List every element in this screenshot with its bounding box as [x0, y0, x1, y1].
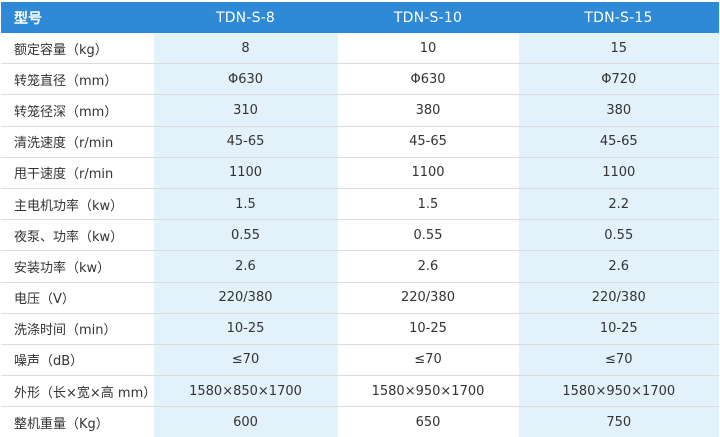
- cell-value: 1580×950×1700: [337, 375, 518, 408]
- cell-value: 1100: [152, 157, 338, 189]
- row-label: 转笼径深（mm）: [1, 94, 153, 127]
- cell-value: 45-65: [152, 126, 338, 158]
- cell-value: 1100: [337, 157, 518, 189]
- cell-value: 2.6: [517, 250, 719, 283]
- cell-value: 380: [517, 94, 719, 127]
- cell-value: ≤70: [517, 344, 719, 377]
- table-row: 转笼径深（mm） 310 380 380: [1, 94, 719, 127]
- table-row: 噪声（dB） ≤70 ≤70 ≤70: [1, 344, 719, 377]
- cell-value: 8: [152, 33, 338, 65]
- header-model-3: TDN-S-15: [518, 2, 719, 33]
- cell-value: 380: [337, 94, 518, 127]
- table-row: 安装功率（kw） 2.6 2.6 2.6: [1, 250, 719, 283]
- cell-value: ≤70: [337, 344, 518, 377]
- cell-value: 2.2: [517, 188, 719, 221]
- row-label: 洗涤时间（min）: [1, 313, 153, 345]
- row-label: 转笼直径（mm）: [1, 63, 153, 96]
- cell-value: 1.5: [337, 188, 518, 221]
- cell-value: 0.55: [152, 219, 338, 252]
- row-label: 安装功率（kw）: [1, 250, 153, 283]
- cell-value: 2.6: [152, 250, 338, 283]
- table-row: 电压（V） 220/380 220/380 220/380: [1, 282, 719, 314]
- row-label: 电压（V）: [1, 282, 153, 314]
- cell-value: 45-65: [517, 126, 719, 158]
- cell-value: 310: [152, 94, 338, 127]
- row-label: 额定容量（kg）: [1, 33, 153, 65]
- row-label: 外形（长×宽×高 mm）: [1, 375, 153, 408]
- cell-value: 10-25: [337, 313, 518, 345]
- cell-value: Φ720: [517, 63, 719, 96]
- cell-value: 0.55: [337, 219, 518, 252]
- cell-value: 15: [517, 33, 719, 65]
- cell-value: 1580×850×1700: [152, 375, 338, 408]
- header-model-1: TDN-S-8: [153, 2, 338, 33]
- header-label: 型号: [1, 2, 153, 33]
- table-row: 整机重量（Kg） 600 650 750: [1, 406, 719, 437]
- cell-value: 1.5: [152, 188, 338, 221]
- row-label: 夜泵、功率（kw）: [1, 219, 153, 252]
- cell-value: Φ630: [152, 63, 338, 96]
- table-row: 主电机功率（kw） 1.5 1.5 2.2: [1, 188, 719, 221]
- cell-value: 220/380: [337, 282, 518, 314]
- cell-value: 650: [337, 406, 518, 437]
- cell-value: 10: [337, 33, 518, 65]
- table-row: 洗涤时间（min） 10-25 10-25 10-25: [1, 313, 719, 345]
- row-label: 甩干速度（r/min: [1, 157, 153, 189]
- table-row: 清洗速度（r/min 45-65 45-65 45-65: [1, 126, 719, 158]
- cell-value: 750: [517, 406, 719, 437]
- cell-value: Φ630: [337, 63, 518, 96]
- cell-value: 10-25: [517, 313, 719, 345]
- header-model-2: TDN-S-10: [338, 2, 518, 33]
- row-label: 整机重量（Kg）: [14, 416, 109, 432]
- row-label: 噪声（dB）: [1, 344, 153, 377]
- table-row: 额定容量（kg） 8 10 15: [1, 33, 719, 65]
- cell-value: 10-25: [152, 313, 338, 345]
- table-row: 转笼直径（mm） Φ630 Φ630 Φ720: [1, 63, 719, 96]
- header-row: 型号 TDN-S-8 TDN-S-10 TDN-S-15: [1, 2, 719, 33]
- cell-value: 45-65: [337, 126, 518, 158]
- cell-value: 2.6: [337, 250, 518, 283]
- cell-value: 1580×950×1700: [517, 375, 719, 408]
- cell-value: 600: [152, 406, 338, 437]
- row-label: 清洗速度（r/min: [1, 126, 153, 158]
- spec-body: 额定容量（kg） 8 10 15 转笼直径（mm） Φ630 Φ630 Φ720 转笼径深（mm…: [1, 33, 719, 437]
- row-label: 主电机功率（kw）: [1, 188, 153, 221]
- cell-value: 0.55: [517, 219, 719, 252]
- cell-value: ≤70: [152, 344, 338, 377]
- cell-value: 220/380: [517, 282, 719, 314]
- table-row: 甩干速度（r/min 1100 1100 1100: [1, 157, 719, 189]
- cell-value: 1100: [517, 157, 719, 189]
- table-row: 夜泵、功率（kw） 0.55 0.55 0.55: [1, 219, 719, 252]
- table-row: 外形（长×宽×高 mm） 1580×850×1700 1580×950×1700 15…: [1, 375, 719, 408]
- cell-value: 220/380: [152, 282, 338, 314]
